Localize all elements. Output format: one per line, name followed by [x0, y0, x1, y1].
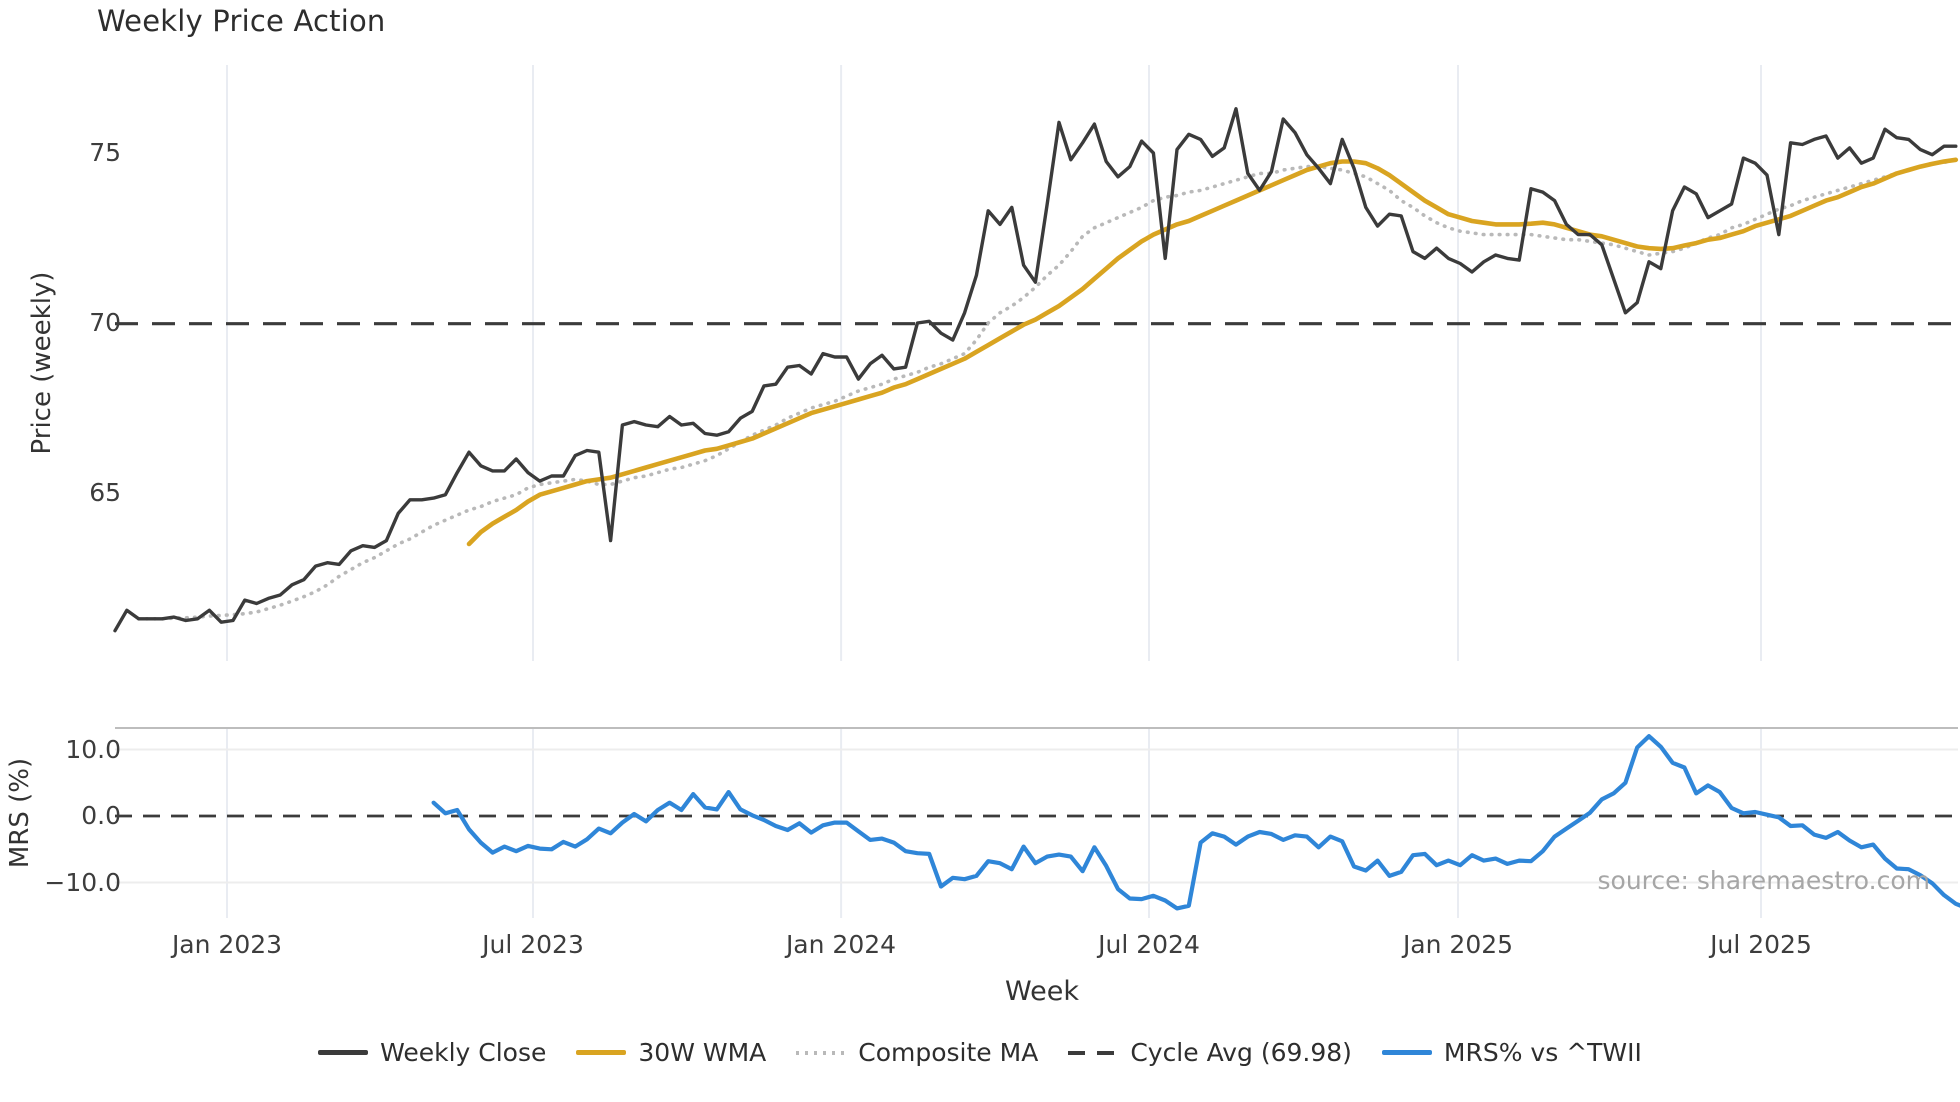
mrs-ytick-0: 0.0	[81, 801, 121, 830]
mrs-ytick-10: 10.0	[65, 735, 121, 764]
series-weekly-close	[113, 107, 1958, 633]
mrs-ytick-neg10: −10.0	[44, 868, 121, 897]
mrs-line-icon	[1381, 1050, 1432, 1055]
composite-ma-dotted-line-icon	[796, 1050, 847, 1055]
xtick-jul-2023: Jul 2023	[482, 930, 584, 959]
legend-item-30w-wma: 30W WMA	[576, 1038, 766, 1067]
price-ytick-65: 65	[89, 478, 121, 507]
wma-line-icon	[576, 1050, 627, 1055]
legend-item-cycle-avg: Cycle Avg (69.98)	[1068, 1038, 1352, 1067]
legend-label: MRS% vs ^TWII	[1443, 1038, 1642, 1067]
legend-label: Weekly Close	[380, 1038, 547, 1067]
series-composite-ma	[136, 158, 1958, 621]
xtick-jan-2024: Jan 2024	[785, 930, 897, 959]
series-mrs-vs-twii	[431, 734, 1960, 911]
cycle-avg-dashed-line-icon	[1068, 1050, 1119, 1055]
legend-item-weekly-close: Weekly Close	[318, 1038, 546, 1067]
xtick-jan-2023: Jan 2023	[171, 930, 283, 959]
price-axis-title: Price (weekly)	[27, 271, 57, 455]
legend-label: Composite MA	[858, 1038, 1039, 1067]
source-watermark: source: sharemaestro.com	[1597, 866, 1931, 895]
x-axis-title: Week	[1005, 976, 1079, 1007]
weekly-close-line-icon	[318, 1050, 369, 1055]
xtick-jul-2025: Jul 2025	[1710, 930, 1812, 959]
legend-item-mrs: MRS% vs ^TWII	[1381, 1038, 1642, 1067]
series-30w-wma	[466, 157, 1959, 547]
price-ytick-70: 70	[89, 308, 121, 337]
legend-label: 30W WMA	[638, 1038, 767, 1067]
xtick-jan-2025: Jan 2025	[1402, 930, 1514, 959]
mrs-axis-title: MRS (%)	[5, 757, 35, 869]
xtick-jul-2024: Jul 2024	[1098, 930, 1200, 959]
legend-label: Cycle Avg (69.98)	[1130, 1038, 1352, 1067]
legend: Weekly Close 30W WMA Composite MA Cycle …	[0, 1038, 1960, 1067]
price-ytick-75: 75	[89, 138, 121, 167]
legend-item-composite-ma: Composite MA	[796, 1038, 1038, 1067]
page-title: Weekly Price Action	[97, 4, 386, 38]
